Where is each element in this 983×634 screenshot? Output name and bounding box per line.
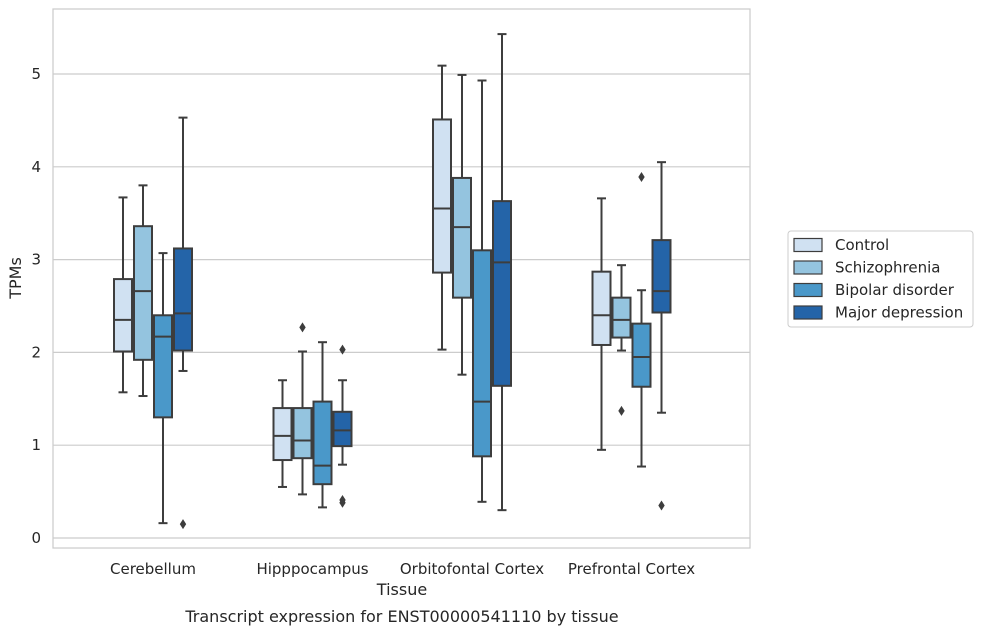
legend: Control Schizophrenia Bipolar disorder Majo… [787, 230, 974, 328]
legend-item: Major depression [793, 304, 963, 322]
box-plot [492, 33, 512, 512]
box-plot [452, 73, 472, 376]
box-body [611, 296, 632, 339]
box-body [312, 400, 333, 486]
legend-label: Bipolar disorder [835, 281, 955, 299]
legend-frame [787, 230, 974, 328]
box-plot [591, 197, 612, 451]
y-axis-label: TPMs [6, 257, 25, 300]
legend-label: Schizophrenia [835, 259, 940, 277]
legend-item: Bipolar disorder [793, 281, 955, 299]
box-body [452, 176, 472, 299]
x-tick-label: Hipppocampus [256, 560, 368, 578]
outlier-point [638, 172, 645, 183]
box-plot [651, 161, 672, 511]
box-plot [611, 264, 632, 416]
box-plot [292, 322, 313, 496]
box-plot [113, 196, 133, 394]
outlier-point [299, 322, 306, 333]
y-tick-label: 2 [31, 343, 41, 361]
y-tick-label: 5 [31, 65, 41, 83]
legend-swatch [793, 305, 823, 320]
box-body [173, 247, 193, 352]
legend-swatch [793, 237, 823, 253]
x-axis-ticks: Cerebellum Hipppocampus Orbitofontal Corte… [110, 560, 695, 578]
box-body [332, 410, 353, 448]
box-plot [631, 172, 652, 468]
outlier-point [179, 519, 187, 530]
legend-item: Control [793, 236, 889, 254]
box-plot [153, 252, 173, 525]
box-plot [472, 79, 492, 503]
box-body [153, 314, 173, 419]
box-body [492, 200, 512, 387]
box-plot [432, 64, 452, 351]
box-plots [113, 33, 672, 530]
outlier-point [658, 500, 665, 511]
box-plot [332, 344, 353, 508]
box-plot [133, 184, 153, 398]
box-body [292, 407, 313, 460]
outlier-point [339, 344, 346, 355]
y-tick-label: 4 [31, 158, 41, 176]
box-body [113, 278, 133, 353]
x-tick-label: Cerebellum [110, 560, 196, 578]
box-plot [272, 379, 293, 488]
y-tick-label: 0 [31, 529, 41, 547]
box-body [591, 270, 612, 346]
box-plot [173, 116, 193, 530]
outlier-point [618, 405, 625, 416]
box-body [631, 322, 652, 388]
plot-area [52, 8, 751, 549]
y-tick-label: 1 [31, 436, 41, 454]
box-body [432, 118, 452, 274]
legend-label: Major depression [835, 304, 963, 322]
legend-swatch [793, 282, 823, 298]
box-body [133, 225, 153, 361]
x-tick-label: Prefrontal Cortex [568, 560, 695, 578]
y-tick-label: 3 [31, 251, 41, 269]
chart-title: Transcript expression for ENST0000054111… [184, 607, 618, 626]
outlier-point [339, 494, 346, 505]
box-plot [312, 341, 333, 509]
legend-item: Schizophrenia [793, 259, 940, 277]
y-axis-ticks: 0 1 2 3 4 5 [31, 65, 41, 547]
x-axis-label: Tissue [376, 580, 427, 599]
legend-swatch [793, 260, 823, 275]
legend-label: Control [835, 236, 889, 254]
box-body [651, 239, 672, 314]
box-body [472, 249, 492, 458]
box-body [272, 407, 293, 462]
x-tick-label: Orbitofontal Cortex [400, 560, 544, 578]
